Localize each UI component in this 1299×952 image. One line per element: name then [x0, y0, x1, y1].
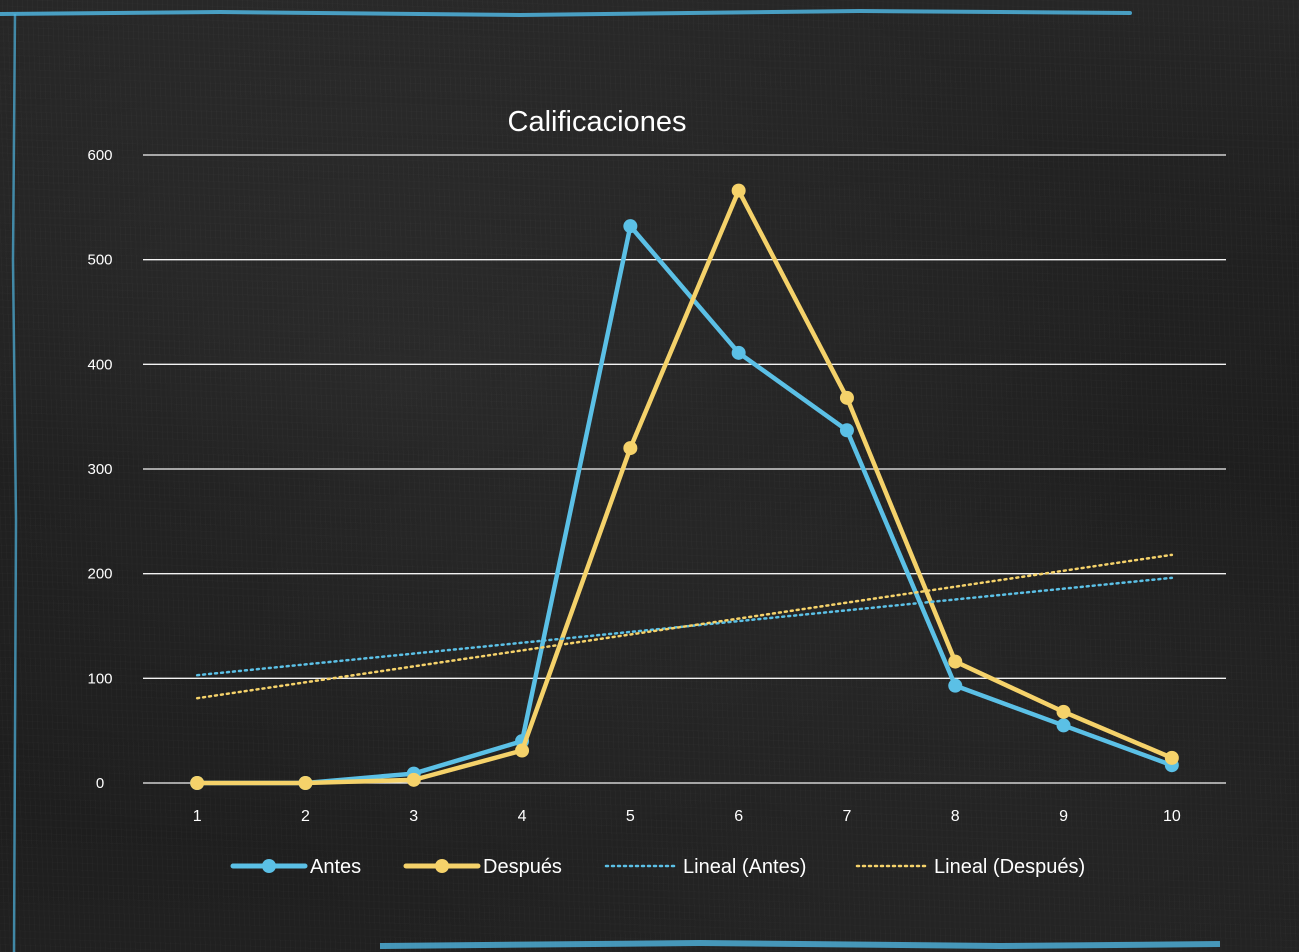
series-0 — [190, 219, 1179, 790]
y-tick-label: 0 — [96, 775, 104, 792]
legend: Antes Después Lineal (Antes) Lineal (Despué… — [230, 856, 1085, 878]
legend-marker — [262, 859, 276, 873]
data-point — [948, 654, 963, 669]
gridlines — [143, 154, 1226, 784]
data-point — [731, 183, 746, 198]
trendline — [195, 576, 1174, 677]
data-point — [406, 772, 421, 787]
x-tick-label: 9 — [1059, 808, 1068, 825]
series-line — [194, 223, 1175, 786]
legend-label: Lineal (Después) — [934, 856, 1085, 878]
trendline — [195, 553, 1174, 700]
legend-label: Lineal (Antes) — [683, 856, 806, 878]
y-axis-ticks: 0 100 200 300 400 500 600 — [87, 147, 112, 792]
x-tick-label: 5 — [626, 808, 635, 825]
data-point — [839, 390, 854, 405]
x-tick-label: 7 — [842, 808, 851, 825]
legend-label: Antes — [310, 856, 361, 878]
legend-marker — [435, 859, 449, 873]
chart-title: Calificaciones — [508, 106, 687, 138]
frame-bottom-stroke — [379, 939, 1221, 950]
y-tick-label: 400 — [87, 356, 112, 373]
series-1 — [190, 183, 1179, 790]
data-point — [515, 743, 530, 758]
y-tick-label: 500 — [87, 252, 112, 269]
series-line — [194, 188, 1175, 786]
legend-item: Antes — [230, 856, 361, 878]
data-point — [190, 776, 205, 790]
legend-item: Lineal (Después) — [855, 856, 1085, 878]
series-2 — [195, 576, 1174, 677]
legend-label: Después — [483, 856, 562, 878]
y-tick-label: 300 — [87, 461, 112, 478]
data-point — [1056, 718, 1071, 733]
data-point — [623, 219, 638, 234]
data-point — [298, 776, 313, 790]
x-tick-label: 3 — [409, 808, 418, 825]
x-tick-label: 6 — [734, 808, 743, 825]
data-point — [1056, 704, 1071, 719]
legend-item: Lineal (Antes) — [604, 856, 806, 878]
legend-item: Después — [403, 856, 562, 878]
series-lines — [190, 183, 1179, 790]
data-point — [1164, 750, 1179, 765]
y-tick-label: 200 — [87, 566, 112, 583]
series-3 — [195, 553, 1174, 700]
data-point — [623, 441, 638, 456]
y-tick-label: 600 — [87, 147, 112, 164]
frame-top-stroke — [0, 8, 1132, 18]
x-axis-ticks: 1 2 3 4 5 6 7 8 9 10 — [193, 808, 1181, 825]
x-tick-label: 2 — [301, 808, 310, 825]
x-tick-label: 1 — [193, 808, 202, 825]
chalk-frame — [0, 8, 1221, 952]
data-point — [731, 345, 746, 360]
y-tick-label: 100 — [87, 670, 112, 687]
x-tick-label: 4 — [518, 808, 527, 825]
frame-left-stroke — [11, 13, 18, 952]
x-tick-label: 10 — [1163, 808, 1181, 825]
data-point — [839, 423, 854, 438]
data-point — [948, 678, 963, 693]
x-tick-label: 8 — [951, 808, 960, 825]
